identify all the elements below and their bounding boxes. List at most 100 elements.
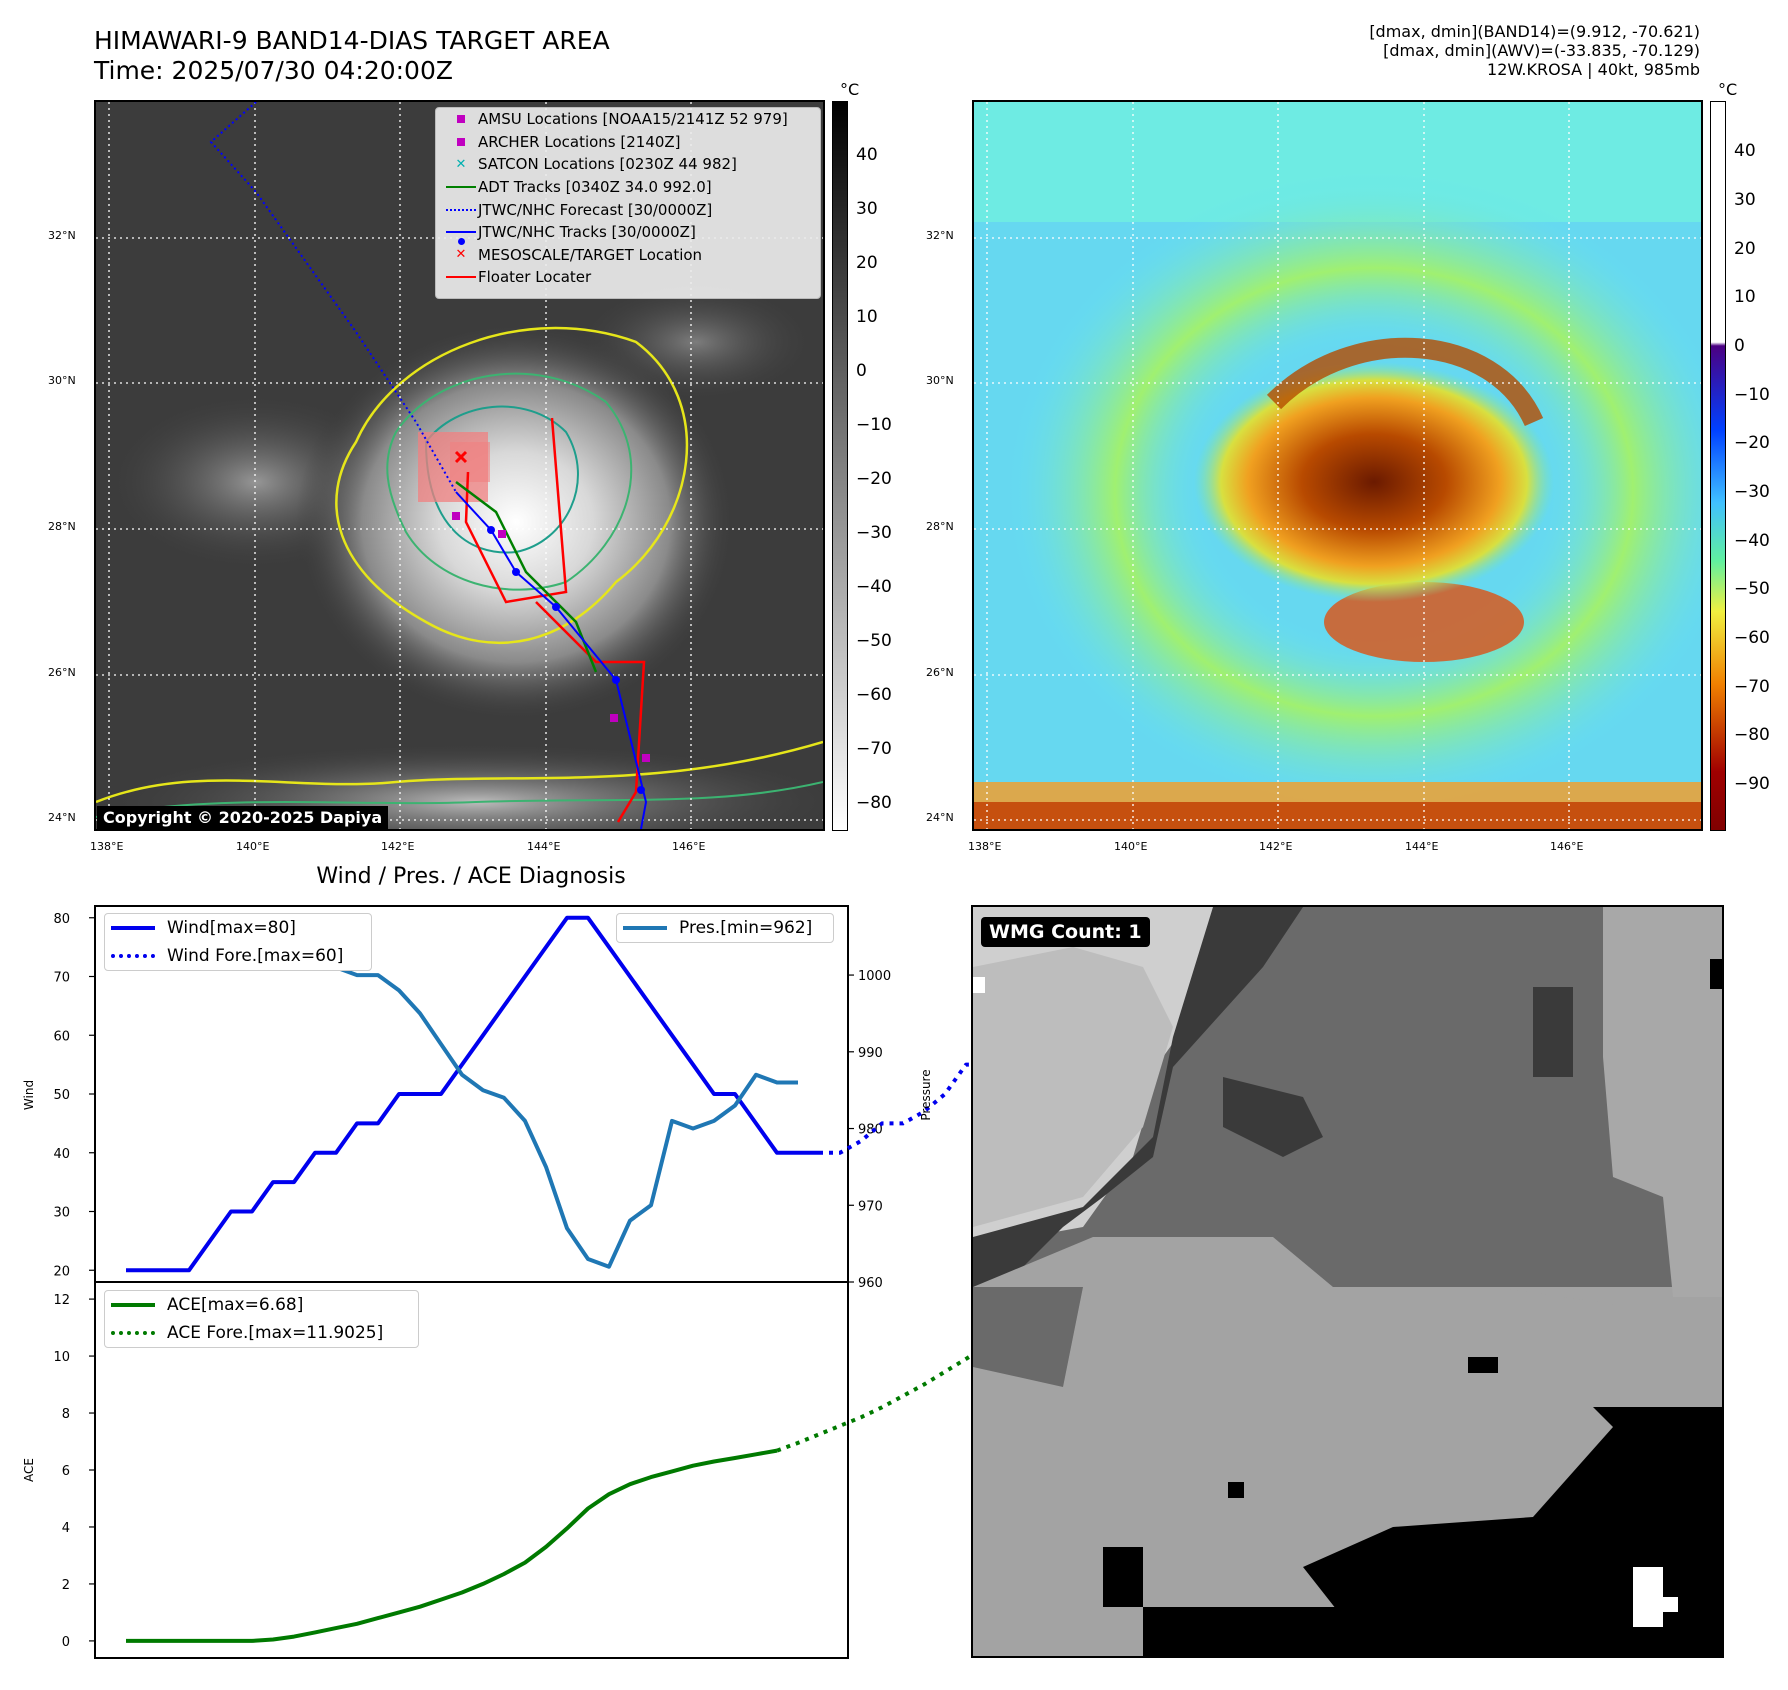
lon-label: 138°E <box>968 840 1002 853</box>
ace-tick-label: 8 <box>62 1407 70 1422</box>
cbar-tick: −20 <box>1734 433 1770 453</box>
info-line-2: [dmax, dmin](AWV)=(-33.835, -70.129) <box>1383 41 1700 60</box>
ace-tick-label: 12 <box>53 1293 70 1308</box>
cbar-tick: 10 <box>856 307 878 327</box>
x-marker-icon: ✕ <box>455 156 467 172</box>
colorbar-left-unit: °C <box>840 80 860 99</box>
lat-label: 24°N <box>48 811 76 824</box>
legend-label: JTWC/NHC Tracks [30/0000Z] <box>478 223 696 242</box>
wind-tick-label: 60 <box>53 1029 70 1044</box>
lat-label: 26°N <box>926 666 954 679</box>
legend-label: JTWC/NHC Forecast [30/0000Z] <box>478 200 713 219</box>
lat-label: 32°N <box>926 229 954 242</box>
cbar-tick: −20 <box>856 469 892 489</box>
map-legend: AMSU Locations [NOAA15/2141Z 52 979] ARC… <box>435 107 821 299</box>
wind-tick-label: 20 <box>53 1264 70 1279</box>
legend-label: Wind Fore.[max=60] <box>167 946 344 966</box>
x-marker-icon: ✕ <box>455 247 467 263</box>
lon-label: 140°E <box>236 840 270 853</box>
info-line-3: 12W.KROSA | 40kt, 985mb <box>1487 60 1700 79</box>
lon-label: 144°E <box>1405 840 1439 853</box>
cbar-tick: −10 <box>1734 385 1770 405</box>
cbar-tick: −80 <box>856 793 892 813</box>
legend-label: Floater Locater <box>478 268 592 287</box>
ace-tick-label: 0 <box>62 1635 70 1650</box>
legend-label: ARCHER Locations [2140Z] <box>478 132 681 151</box>
legend-item-satcon: ✕ SATCON Locations [0230Z 44 982] <box>436 153 820 176</box>
color-map-image <box>974 102 1701 829</box>
cbar-tick: 30 <box>856 199 878 219</box>
cbar-tick: −60 <box>856 685 892 705</box>
cbar-tick: −40 <box>856 577 892 597</box>
legend-item-floater: Floater Locater <box>436 266 820 289</box>
line-icon <box>111 926 155 930</box>
cbar-tick: −30 <box>1734 482 1770 502</box>
ace-legend: ACE[max=6.68] ACE Fore.[max=11.9025] <box>104 1290 419 1348</box>
cbar-tick: −40 <box>1734 531 1770 551</box>
dotted-line-icon <box>111 954 155 958</box>
title-line-2: Time: 2025/07/30 04:20:00Z <box>94 56 453 85</box>
legend-item-ace-fore: ACE Fore.[max=11.9025] <box>105 1319 418 1347</box>
lon-label: 146°E <box>672 840 706 853</box>
lat-label: 24°N <box>926 811 954 824</box>
colorbar-right <box>1710 101 1726 831</box>
line-dot-icon <box>444 231 478 246</box>
cbar-tick: −50 <box>1734 579 1770 599</box>
cbar-tick: 10 <box>1734 287 1756 307</box>
square-marker-icon <box>444 115 478 124</box>
storm-info: [dmax, dmin](BAND14)=(9.912, -70.621) [d… <box>1100 22 1700 79</box>
legend-item-target: ✕ MESOSCALE/TARGET Location <box>436 244 820 267</box>
cbar-tick: 30 <box>1734 190 1756 210</box>
lon-label: 146°E <box>1550 840 1584 853</box>
lat-label: 26°N <box>48 666 76 679</box>
legend-item-pres: Pres.[min=962] <box>617 914 833 942</box>
wind-tick-label: 70 <box>53 971 70 986</box>
ace-tick-label: 6 <box>62 1464 70 1479</box>
legend-item-archer: ARCHER Locations [2140Z] <box>436 131 820 154</box>
cbar-tick: 0 <box>1734 336 1745 356</box>
lat-label: 32°N <box>48 229 76 242</box>
pressure-axis-label: Pressure <box>919 1069 933 1120</box>
lon-label: 144°E <box>527 840 561 853</box>
diagnosis-chart: 20 30 40 50 60 70 80 960 970 980 990 1000 0 2 4 6 8 10 1… <box>22 905 980 1659</box>
legend-label: Pres.[min=962] <box>679 918 813 938</box>
lon-label: 140°E <box>1114 840 1148 853</box>
legend-label: ACE[max=6.68] <box>167 1295 304 1315</box>
lat-label: 28°N <box>926 520 954 533</box>
wmg-panel <box>971 905 1724 1658</box>
line-icon <box>111 1303 155 1307</box>
wind-forecast-line <box>819 1062 980 1155</box>
legend-item-wind: Wind[max=80] <box>105 914 371 942</box>
pressure-legend: Pres.[min=962] <box>616 913 834 943</box>
cbar-tick: 20 <box>856 253 878 273</box>
colorbar-left <box>832 101 848 831</box>
legend-item-forecast: JTWC/NHC Forecast [30/0000Z] <box>436 198 820 221</box>
dotted-line-icon <box>111 1331 155 1335</box>
legend-label: ACE Fore.[max=11.9025] <box>167 1323 384 1343</box>
cbar-tick: −60 <box>1734 628 1770 648</box>
wmg-count-badge: WMG Count: 1 <box>981 917 1150 947</box>
colorbar-left-ticks: 40 30 20 10 0 −10 −20 −30 −40 −50 −60 −7… <box>856 101 916 831</box>
pressure-tick-label: 980 <box>858 1123 883 1138</box>
wind-line <box>126 915 819 1273</box>
pressure-tick-label: 990 <box>858 1046 883 1061</box>
figure-title: HIMAWARI-9 BAND14-DIAS TARGET AREA Time:… <box>94 26 610 86</box>
ace-forecast-line <box>776 1348 980 1453</box>
ace-tick-label: 10 <box>53 1350 70 1365</box>
legend-item-ace: ACE[max=6.68] <box>105 1291 418 1319</box>
ace-tick-label: 2 <box>62 1578 70 1593</box>
pressure-tick-label: 960 <box>858 1276 883 1291</box>
legend-label: ADT Tracks [0340Z 34.0 992.0] <box>478 178 712 197</box>
lon-label: 138°E <box>90 840 124 853</box>
legend-item-tracks: JTWC/NHC Tracks [30/0000Z] <box>436 221 820 246</box>
wind-tick-label: 30 <box>53 1206 70 1221</box>
ace-tick-label: 4 <box>62 1521 70 1536</box>
copyright-badge: Copyright © 2020-2025 Dapiya <box>97 806 389 829</box>
ace-axis-label: ACE <box>22 1458 36 1482</box>
legend-item-wind-fore: Wind Fore.[max=60] <box>105 942 371 970</box>
colorbar-right-ticks: 40 30 20 10 0 −10 −20 −30 −40 −50 −60 −7… <box>1734 101 1788 831</box>
legend-label: SATCON Locations [0230Z 44 982] <box>478 155 737 174</box>
legend-label: MESOSCALE/TARGET Location <box>478 245 703 264</box>
wind-legend: Wind[max=80] Wind Fore.[max=60] <box>104 913 372 971</box>
line-icon <box>444 186 478 189</box>
